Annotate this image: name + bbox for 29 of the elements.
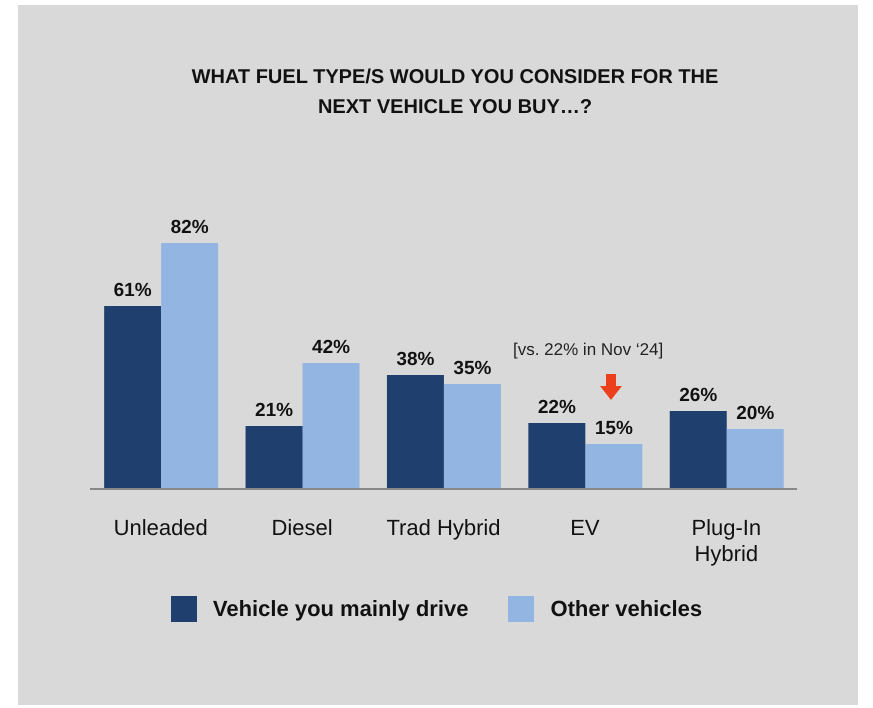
data-label: 26% <box>679 385 718 406</box>
data-label: 35% <box>453 358 492 379</box>
bar <box>386 375 444 489</box>
bar <box>670 411 727 489</box>
data-label: 82% <box>170 217 209 238</box>
legend-label: Other vehicles <box>550 596 702 622</box>
bar <box>585 444 642 489</box>
annotation: [vs. 22% in Nov ‘24] <box>513 340 664 360</box>
bar <box>726 429 784 489</box>
bar <box>246 426 303 489</box>
bar <box>528 423 586 489</box>
data-label: 21% <box>255 400 294 421</box>
bar <box>161 243 218 489</box>
legend-label: Vehicle you mainly drive <box>212 596 468 622</box>
bar <box>302 363 360 489</box>
x-tick-label: Trad Hybrid <box>386 515 501 540</box>
bar <box>444 384 501 489</box>
chart-title: WHAT FUEL TYPE/S WOULD YOU CONSIDER FOR THE NEXT VEHICLE YOU BUY…? <box>190 65 720 120</box>
data-label: 22% <box>538 397 576 418</box>
data-label: 61% <box>114 280 152 301</box>
bar <box>104 306 162 489</box>
data-label: 20% <box>736 403 774 424</box>
x-tick-label: EV <box>570 515 600 540</box>
x-tick-label: Diesel <box>272 515 333 540</box>
x-tick-label: Unleaded <box>114 515 208 540</box>
data-label: 42% <box>312 337 350 358</box>
x-tick-label: Plug-In Hybrid <box>691 515 762 566</box>
data-label: 38% <box>396 349 435 370</box>
data-label: 15% <box>594 418 633 439</box>
